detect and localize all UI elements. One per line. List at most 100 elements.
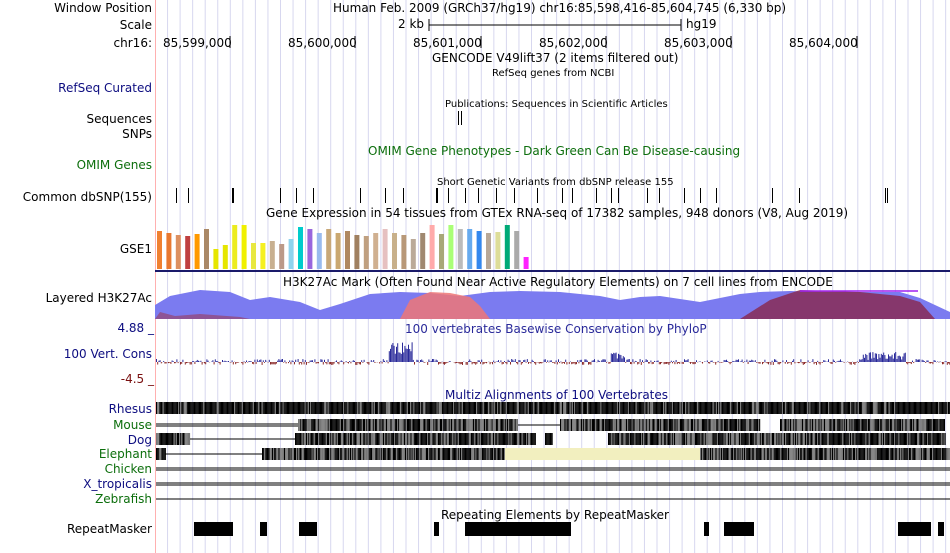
phylop-bar [482, 362, 484, 365]
alignment-block [298, 419, 300, 431]
phylop-bar [270, 362, 271, 365]
omim-track-title[interactable]: OMIM Gene Phenotypes - Dark Green Can Be… [368, 144, 741, 158]
alignment-block [498, 402, 500, 414]
alignment-block [899, 448, 901, 460]
alignment-block [325, 448, 327, 460]
phylop-bar [402, 342, 403, 362]
alignment-block [313, 402, 315, 414]
alignment-block [456, 402, 458, 414]
alignment-block [355, 402, 357, 414]
window-position-value: Human Feb. 2009 (GRCh37/hg19) chr16:85,5… [333, 1, 787, 15]
alignment-block [810, 448, 812, 460]
omim-genes-label[interactable]: OMIM Genes [76, 158, 152, 172]
phylop-bar [410, 351, 412, 362]
phylop-bar [711, 360, 713, 362]
phylop-bar [271, 362, 273, 365]
alignment-block [366, 448, 368, 460]
gencode-track-title[interactable]: GENCODE V49lift37 (2 items filtered out) [432, 51, 679, 65]
alignment-block [455, 402, 457, 414]
gse1-label[interactable]: GSE1 [119, 242, 152, 256]
phylop-bar [308, 362, 310, 364]
phylop-bar [943, 362, 945, 365]
refseq-track-title[interactable]: RefSeq genes from NCBI [492, 68, 615, 79]
sequences-label[interactable]: Sequences [86, 112, 152, 126]
alignment-block [389, 402, 391, 414]
phylop-bar [691, 362, 693, 363]
phylop-bar [304, 360, 306, 362]
phylop-bar [189, 362, 191, 365]
alignment-block [714, 433, 716, 445]
species-label-elephant[interactable]: Elephant [98, 447, 152, 461]
alignment-block [325, 402, 327, 414]
alignment-block [410, 433, 412, 445]
alignment-block [356, 433, 358, 445]
phylop-bar [543, 359, 545, 362]
phylop-bar [318, 362, 319, 364]
multiz-track-title[interactable]: Multiz Alignments of 100 Vertebrates [445, 388, 669, 402]
phylop-signal[interactable] [156, 342, 950, 365]
alignment-block [340, 433, 342, 445]
phylop-bar [650, 360, 652, 362]
alignment-block [337, 402, 339, 414]
phylop-bar [855, 362, 857, 363]
species-label-x-tropicalis[interactable]: X_tropicalis [83, 477, 152, 491]
alignment-block [688, 402, 690, 414]
alignment-block [850, 419, 852, 431]
alignment-block [940, 448, 942, 460]
alignment-block [312, 433, 314, 445]
alignment-block [191, 402, 193, 414]
alignment-block [309, 419, 311, 431]
alignment-block [407, 448, 409, 460]
gtex-bars[interactable] [157, 225, 529, 269]
repeatmasker-label[interactable]: RepeatMasker [66, 522, 152, 536]
h3k27ac-track-title[interactable]: H3K27Ac Mark (Often Found Near Active Re… [283, 275, 833, 289]
alignment-block [699, 419, 701, 431]
alignment-block [222, 402, 224, 414]
alignment-block [458, 402, 460, 414]
species-label-rhesus[interactable]: Rhesus [108, 402, 152, 416]
common-dbsnp-label[interactable]: Common dbSNP(155) [22, 190, 152, 204]
repeatmasker-elements[interactable] [194, 522, 944, 536]
alignment-block [324, 448, 326, 460]
phylop-bar [165, 362, 167, 364]
alignment-block [518, 433, 520, 445]
gtex-track-title[interactable]: Gene Expression in 54 tissues from GTEx … [266, 206, 849, 220]
alignment-block [408, 419, 410, 431]
alignment-block [372, 419, 374, 431]
dbsnp-variants[interactable] [176, 188, 888, 203]
publications-track-title[interactable]: Publications: Sequences in Scientific Ar… [445, 99, 668, 110]
phylop-bar [558, 359, 559, 362]
species-label-mouse[interactable]: Mouse [113, 418, 152, 432]
alignment-block [180, 402, 182, 414]
repeatmasker-track-title[interactable]: Repeating Elements by RepeatMasker [441, 508, 669, 522]
gtex-bar [401, 235, 407, 269]
phylop-bar [590, 362, 592, 365]
phylop-bar [404, 345, 406, 362]
alignment-block [821, 433, 823, 445]
dbsnp-track-title[interactable]: Short Genetic Variants from dbSNP releas… [437, 177, 674, 188]
multiz-alignments[interactable] [156, 402, 950, 500]
alignment-block [361, 448, 363, 460]
publication-hit[interactable] [458, 111, 462, 125]
alignment-block [345, 433, 347, 445]
snps-label[interactable]: SNPs [122, 127, 152, 141]
refseq-curated-label[interactable]: RefSeq Curated [58, 81, 152, 95]
h3k27ac-signal[interactable] [155, 290, 950, 319]
species-label-dog[interactable]: Dog [127, 433, 152, 447]
alignment-block [249, 402, 251, 414]
alignment-block [179, 433, 181, 445]
alignment-block [434, 419, 436, 431]
phylop-track-title[interactable]: 100 vertebrates Basewise Conservation by… [405, 322, 707, 336]
alignment-block [925, 433, 927, 445]
alignment-block [692, 419, 694, 431]
phylop-bar [813, 362, 815, 365]
phylop-bar [514, 359, 516, 362]
alignment-block [543, 402, 545, 414]
100-vert-cons-label[interactable]: 100 Vert. Cons [63, 347, 152, 361]
species-label-zebrafish[interactable]: Zebrafish [95, 492, 152, 506]
species-label-chicken[interactable]: Chicken [104, 462, 152, 476]
layered-h3k27ac-label[interactable]: Layered H3K27Ac [45, 291, 152, 305]
alignment-block [369, 433, 371, 445]
alignment-block [264, 448, 266, 460]
